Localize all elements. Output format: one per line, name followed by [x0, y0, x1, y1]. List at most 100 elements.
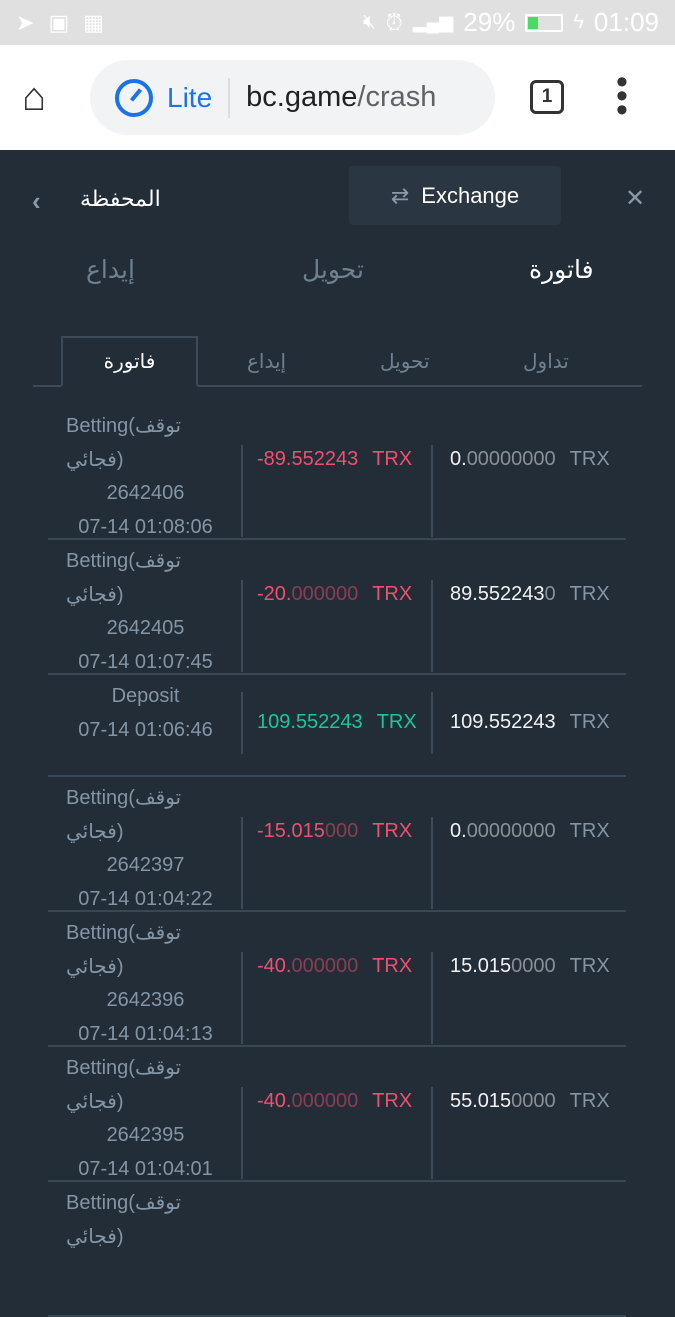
amount-value: -89.552243: [257, 448, 359, 470]
transaction-info: Betting(توقف فجائي) 2642405 07-14 01:07:45: [48, 545, 243, 679]
balance-trailing-zeros: 00000000: [466, 820, 556, 842]
sub-tabs: تداول تحويل إيداع فاتورة: [33, 336, 642, 387]
amount: -89.552243 TRX: [257, 448, 412, 471]
amount-currency: TRX: [372, 1090, 413, 1112]
balance-currency: TRX: [569, 711, 610, 733]
transaction-info: Betting(توقف فجائي) 2642406 07-14 01:08:06: [48, 410, 243, 544]
telegram-icon: ➤: [16, 9, 35, 35]
url-text: bc.game/crash: [246, 81, 436, 114]
amount: -20.000000 TRX: [257, 583, 412, 606]
transaction-time: 07-14 01:04:01: [78, 1157, 213, 1180]
status-bar: ➤ ▣ ▦ 🔇︎ ⏰︎ ▂▄▆ 29% ϟ 01:09: [0, 0, 675, 45]
balance-currency: TRX: [569, 583, 610, 605]
transaction-time: 07-14 01:04:22: [78, 887, 213, 910]
amount-value: -15.015: [257, 820, 325, 842]
mute-icon: 🔇︎: [363, 11, 376, 33]
divider: [431, 580, 433, 672]
subtab-trade[interactable]: تداول: [523, 351, 569, 373]
transaction-info: Betting(توقف فجائي) 2642395 07-14 01:04:01: [48, 1052, 243, 1186]
divider: [241, 952, 243, 1044]
amount-currency: TRX: [372, 448, 413, 470]
transaction-id: 2642405: [106, 617, 185, 639]
charging-icon: ϟ: [573, 11, 584, 33]
amount-trailing-zeros: 000000: [291, 1090, 359, 1112]
balance-currency: TRX: [569, 955, 610, 977]
transaction-row: Betting(توقف فجائي) 2642397 07-14 01:04:22…: [48, 777, 626, 912]
balance-trailing-zeros: 0000: [511, 955, 556, 977]
home-icon[interactable]: ⌂: [22, 75, 47, 119]
balance-value: 0.: [450, 448, 467, 470]
wallet-header: ‹ المحفظة ⇄ Exchange ✕: [0, 150, 675, 245]
page-title: المحفظة: [80, 186, 161, 211]
amount: 109.552243 TRX: [257, 711, 417, 734]
amount: -15.015000 TRX: [257, 820, 412, 843]
divider: [241, 817, 243, 909]
exchange-button[interactable]: ⇄ Exchange: [349, 166, 561, 225]
transaction-type: Betting(توقف فجائي): [66, 1057, 182, 1113]
transaction-time: 07-14 01:08:06: [78, 515, 213, 538]
amount-currency: TRX: [372, 583, 413, 605]
transaction-time: 07-14 01:07:45: [78, 650, 213, 673]
transaction-row: Betting(توقف فجائي) 2642396 07-14 01:04:13…: [48, 912, 626, 1047]
amount-trailing-zeros: 000: [324, 820, 359, 842]
browser-toolbar: ⌂ Lite bc.game/crash 1 • • •: [0, 45, 675, 150]
amount: -40.000000 TRX: [257, 955, 412, 978]
balance-value: 0.: [450, 820, 467, 842]
balance-currency: TRX: [569, 820, 610, 842]
transaction-row: Betting(توقف فجائي) 2642395 07-14 01:04:01…: [48, 1047, 626, 1182]
transaction-row: Betting(توقف فجائي) 2642405 07-14 01:07:45…: [48, 540, 626, 675]
amount-currency: TRX: [372, 955, 413, 977]
transaction-type: Betting(توقف فجائي): [66, 415, 182, 471]
transaction-info: Betting(توقف فجائي) 2642396 07-14 01:04:13: [48, 917, 243, 1051]
exchange-label: Exchange: [421, 182, 520, 208]
transaction-row: Deposit 07-14 01:06:46 109.552243 TRX 109.55…: [48, 675, 626, 777]
tab-switcher-button[interactable]: 1: [530, 80, 564, 114]
close-icon[interactable]: ✕: [625, 185, 646, 212]
battery-percent: 29%: [463, 7, 516, 37]
divider: [241, 445, 243, 537]
transaction-id: 2642396: [106, 989, 185, 1011]
balance-currency: TRX: [569, 1090, 610, 1112]
lite-label: Lite: [167, 81, 213, 113]
transaction-id: 2642397: [106, 854, 185, 876]
divider: [241, 1087, 243, 1179]
balance: 109.552243 TRX: [450, 711, 610, 734]
subtab-transfer[interactable]: تحويل: [380, 351, 430, 373]
balance-trailing-zeros: 0: [544, 583, 556, 605]
amount-trailing-zeros: 000000: [291, 955, 359, 977]
divider: [431, 445, 433, 537]
subtab-deposit[interactable]: إيداع: [247, 351, 287, 373]
transaction-type: Betting(توقف فجائي): [66, 922, 182, 978]
balance: 89.5522430 TRX: [450, 583, 610, 606]
balance-currency: TRX: [569, 448, 610, 470]
balance: 0.00000000 TRX: [450, 820, 610, 843]
divider: [228, 77, 231, 118]
transaction-info: Betting(توقف فجائي): [48, 1187, 243, 1254]
tab-transfer[interactable]: تحويل: [302, 256, 364, 284]
url-path: /crash: [357, 81, 437, 113]
balance: 55.0150000 TRX: [450, 1090, 610, 1113]
subtab-invoice[interactable]: فاتورة: [61, 336, 198, 387]
tab-deposit[interactable]: إيداع: [86, 256, 135, 284]
more-menu-icon[interactable]: • • •: [616, 63, 628, 129]
transaction-id: 2642395: [106, 1124, 185, 1146]
balance-value: 15.015: [450, 955, 512, 977]
amount-currency: TRX: [372, 820, 413, 842]
amount: -40.000000 TRX: [257, 1090, 412, 1113]
transaction-row: Betting(توقف فجائي) 2642406 07-14 01:08:06…: [48, 405, 626, 540]
lite-mode-icon: [115, 78, 153, 117]
apps-icon: ▦: [83, 9, 105, 35]
image-icon: ▣: [48, 9, 70, 35]
balance-value: 89.552243: [450, 583, 545, 605]
balance-value: 55.015: [450, 1090, 512, 1112]
signal-icon: ▂▄▆: [412, 12, 454, 32]
address-bar[interactable]: Lite bc.game/crash: [90, 60, 495, 135]
transaction-type: Deposit: [111, 685, 180, 707]
clock: 01:09: [593, 7, 659, 37]
transaction-type: Betting(توقف فجائي): [66, 1192, 182, 1248]
tab-invoice[interactable]: فاتورة: [529, 256, 594, 284]
transaction-time: 07-14 01:04:13: [78, 1022, 213, 1045]
chevron-left-icon[interactable]: ‹: [32, 186, 41, 216]
divider: [431, 1087, 433, 1179]
battery-icon: [525, 13, 564, 32]
